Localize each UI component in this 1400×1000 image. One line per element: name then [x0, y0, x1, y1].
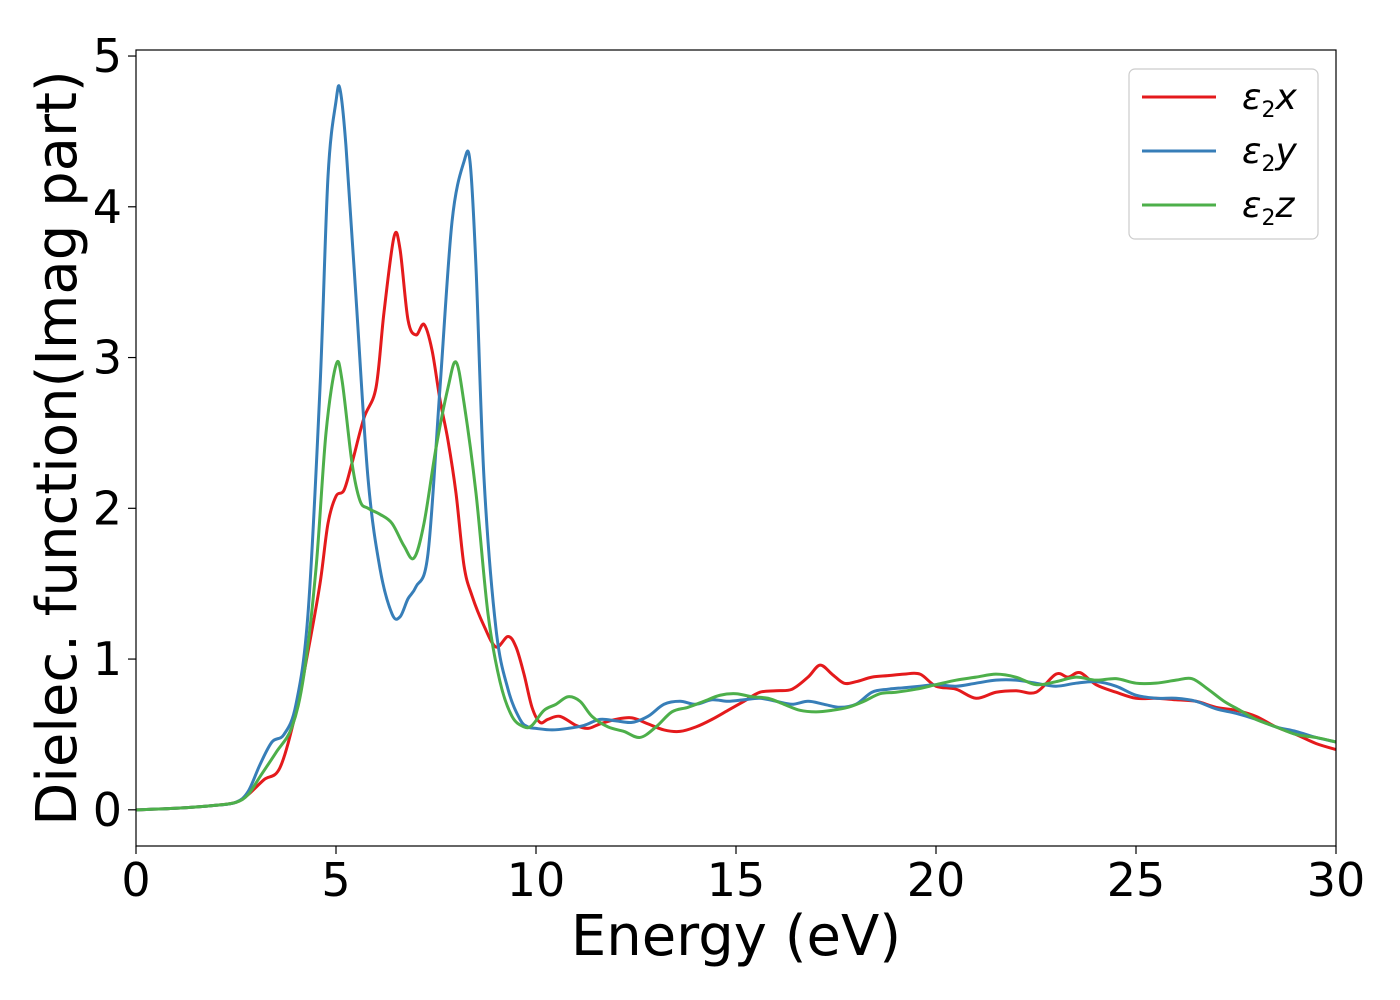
y-axis-title: Dielec. function(Imag part)	[25, 70, 90, 826]
x-tick-label: 10	[507, 853, 566, 907]
y-tick-label: 4	[93, 180, 122, 234]
legend-label-tail: y	[1274, 131, 1297, 172]
legend-label-y: ε2y	[1242, 131, 1297, 177]
legend-label-tail: x	[1274, 77, 1297, 118]
y-tick-label: 2	[93, 481, 122, 535]
legend-label-base: ε	[1242, 77, 1261, 118]
legend-label-x: ε2x	[1242, 77, 1297, 123]
legend-label-z: ε2z	[1242, 185, 1295, 231]
x-axis-ticks: 0 5 10 15 20 25 30	[121, 846, 1365, 907]
series-line-y	[136, 84, 1336, 812]
y-tick-label: 5	[93, 29, 122, 83]
legend-box	[1128, 68, 1319, 240]
y-tick-label: 1	[93, 632, 122, 686]
x-tick-label: 5	[321, 853, 350, 907]
y-tick-label: 3	[93, 331, 122, 385]
x-tick-label: 0	[121, 853, 150, 907]
legend-label-subscript: 2	[1261, 206, 1275, 231]
y-tick-label: 0	[93, 783, 122, 837]
y-axis-ticks: 0 1 2 3 4 5	[93, 29, 136, 837]
series-line-x	[136, 230, 1336, 812]
legend-label-base: ε	[1242, 185, 1261, 226]
x-tick-label: 15	[707, 853, 766, 907]
legend-label-subscript: 2	[1261, 98, 1275, 123]
x-axis-title: Energy (eV)	[571, 904, 901, 969]
series-layer	[136, 84, 1336, 812]
x-tick-label: 20	[907, 853, 966, 907]
legend-label-tail: z	[1274, 185, 1295, 226]
legend-label-base: ε	[1242, 131, 1261, 172]
series-line-z	[136, 359, 1336, 812]
x-tick-label: 25	[1107, 853, 1166, 907]
x-tick-label: 30	[1307, 853, 1366, 907]
legend-label-subscript: 2	[1261, 152, 1275, 177]
